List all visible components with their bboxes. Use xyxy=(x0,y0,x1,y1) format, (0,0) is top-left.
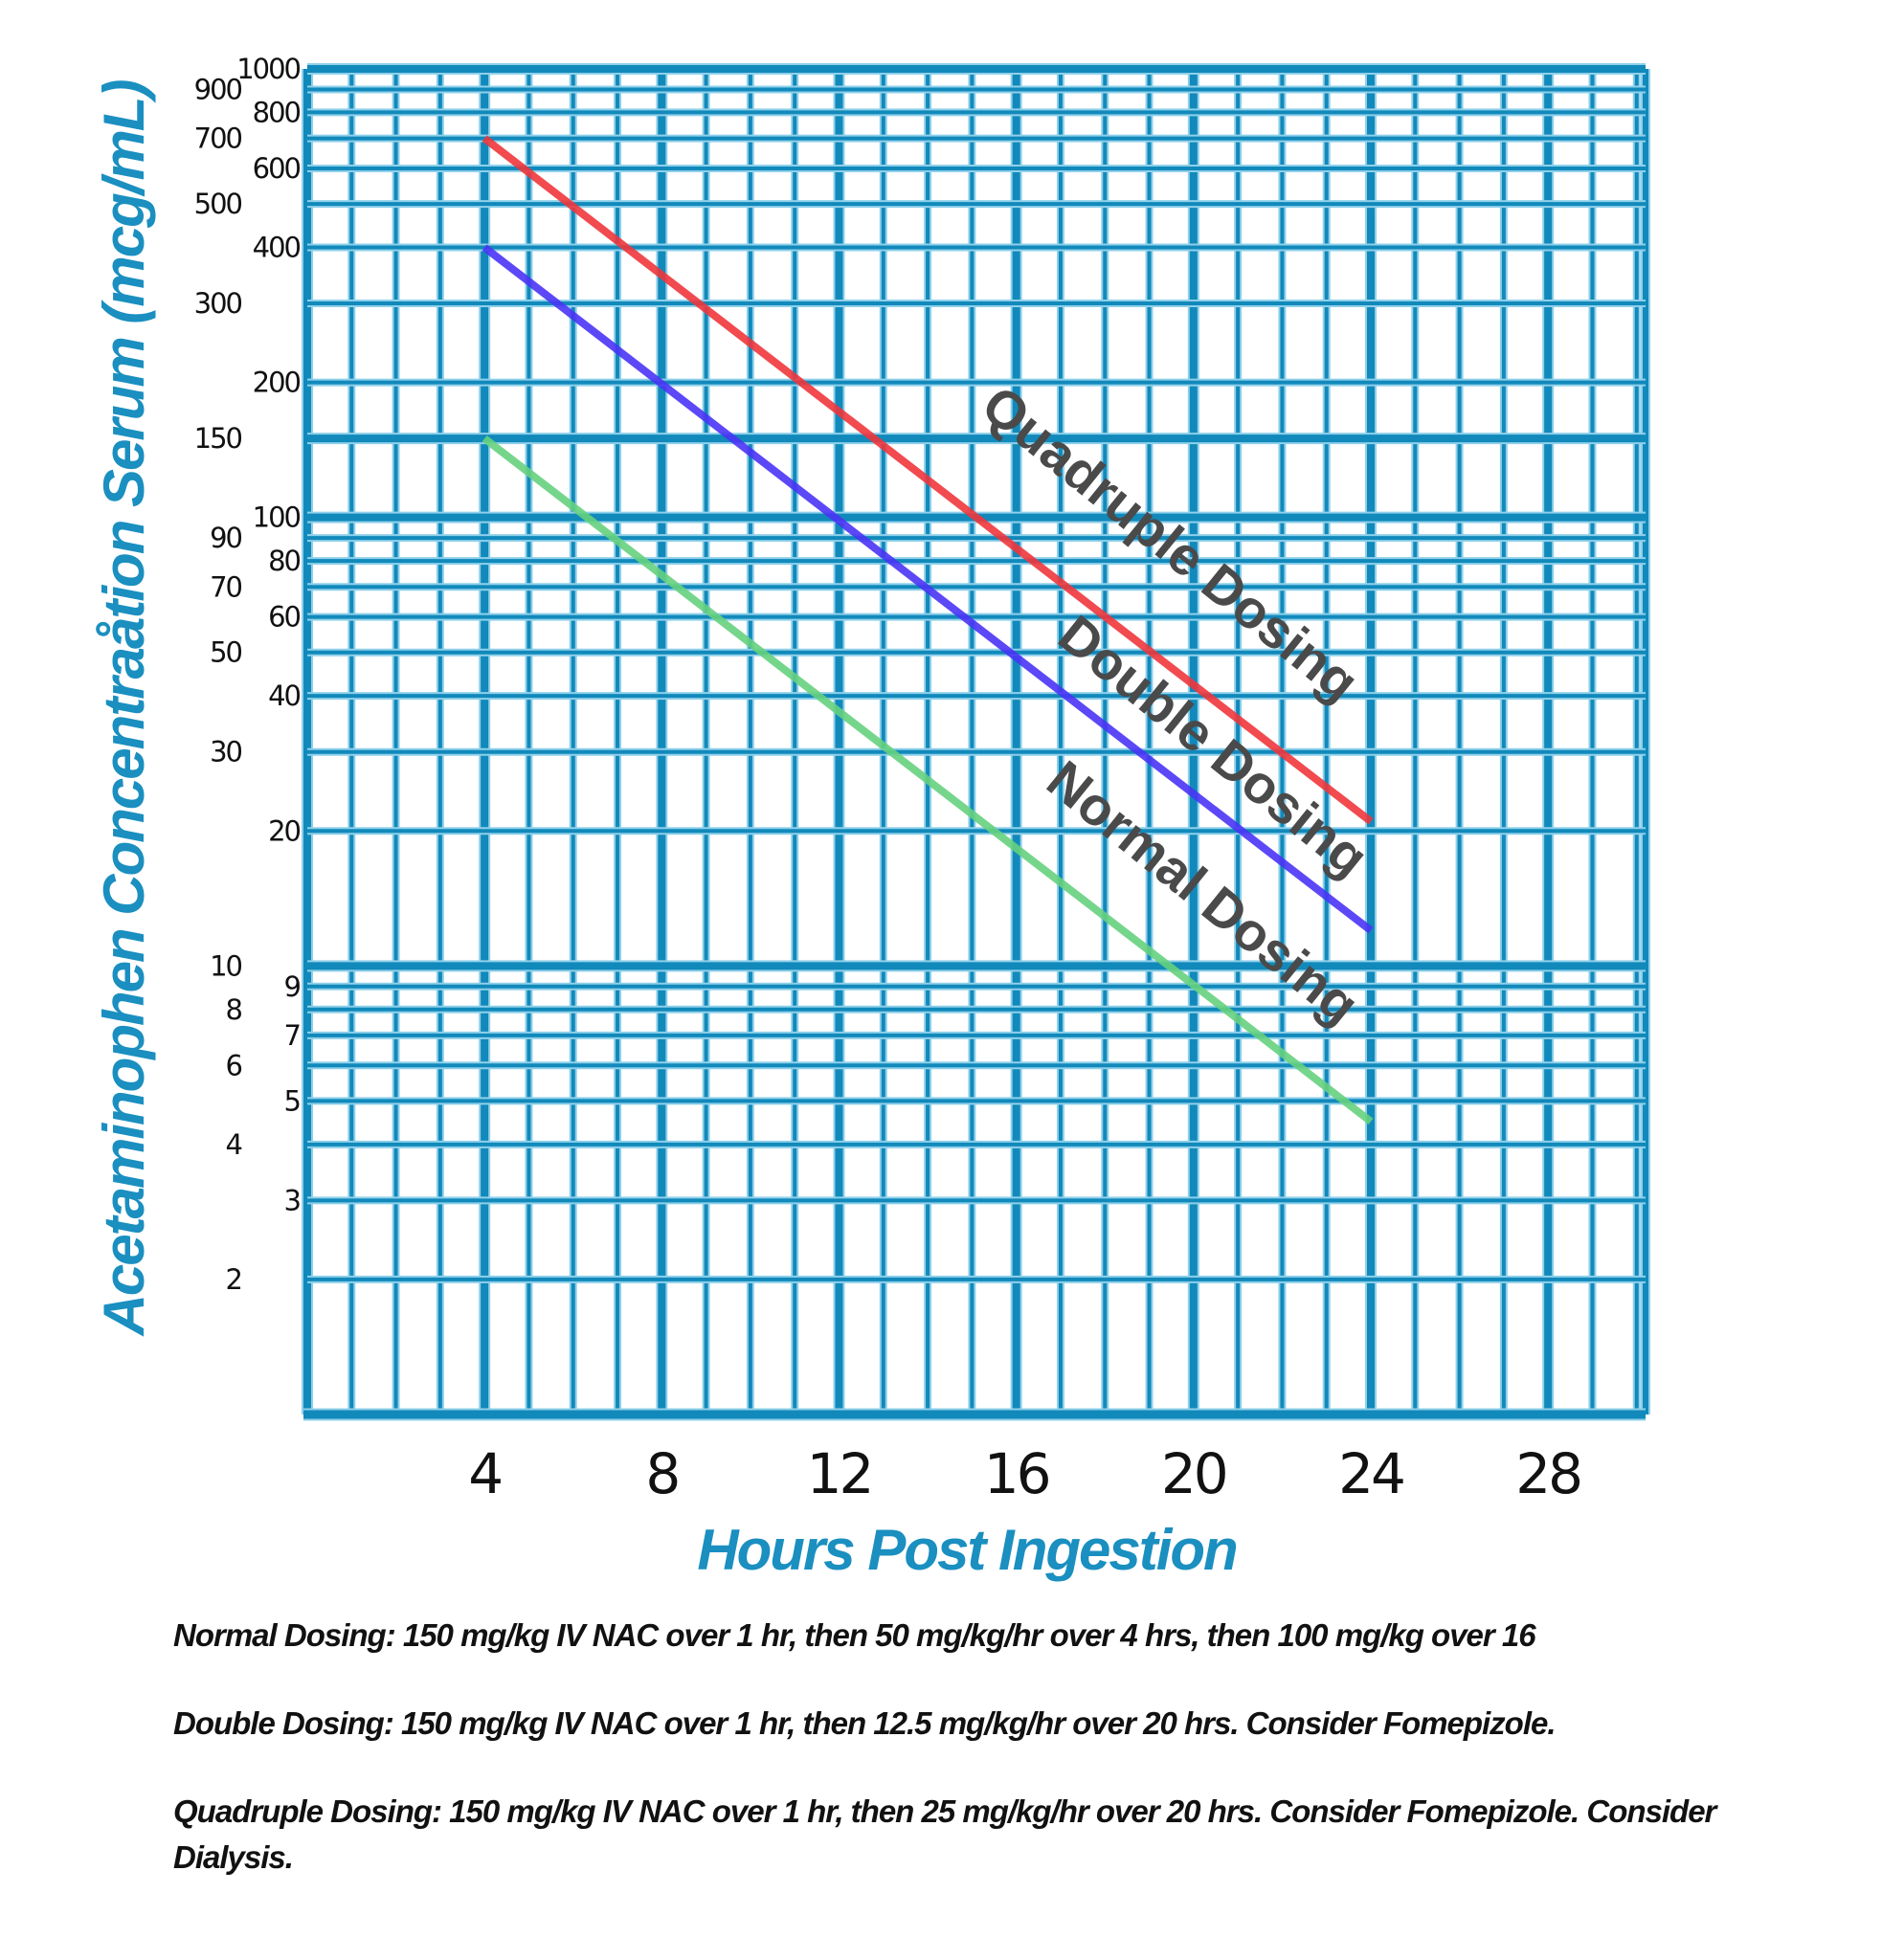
y-tick-label: 6 xyxy=(226,1049,242,1081)
x-tick-label: 20 xyxy=(1161,1441,1226,1506)
y-tick-label: 20 xyxy=(268,814,300,847)
grid xyxy=(302,63,1650,1421)
y-tick-label: 90 xyxy=(210,522,241,554)
y-tick-label: 500 xyxy=(194,188,242,220)
x-tick-label: 28 xyxy=(1515,1441,1580,1506)
y-tick-label: 700 xyxy=(194,122,242,155)
note-double-dosing: Double Dosing: 150 mg/kg IV NAC over 1 h… xyxy=(173,1705,1557,1741)
note-quadruple-dosing: Quadruple Dosing: 150 mg/kg IV NAC over … xyxy=(173,1793,1716,1875)
annotation-quadruple-dosing: Quadruple Dosing xyxy=(971,373,1370,712)
series-lines xyxy=(482,135,1374,1125)
x-tick-labels: 4 8 12 16 20 24 28 xyxy=(468,1441,1583,1506)
y-tick-label: 1000 xyxy=(236,53,300,85)
y-tick-label: 3 xyxy=(284,1184,301,1216)
y-tick-label: 800 xyxy=(253,96,301,128)
y-tick-label: 400 xyxy=(253,232,301,264)
y-tick-label: 50 xyxy=(210,636,241,669)
x-tick-label: 4 xyxy=(468,1441,501,1506)
y-tick-label: 30 xyxy=(210,736,241,768)
y-tick-label: 300 xyxy=(194,287,242,320)
x-tick-label: 8 xyxy=(645,1441,678,1506)
y-tick-label: 7 xyxy=(284,1019,300,1052)
y-tick-label: 900 xyxy=(194,73,242,105)
y-tick-label: 60 xyxy=(268,601,300,634)
x-tick-label: 12 xyxy=(807,1441,872,1506)
x-axis-title: Hours Post Ingestion xyxy=(697,1518,1237,1582)
y-tick-label: 9 xyxy=(284,970,301,1003)
normal-dosing-line xyxy=(482,434,1374,1125)
y-tick-label: 40 xyxy=(268,679,300,712)
y-tick-label: 2 xyxy=(226,1263,241,1296)
y-tick-label: 150 xyxy=(194,422,242,455)
note-normal-dosing: Normal Dosing: 150 mg/kg IV NAC over 1 h… xyxy=(173,1617,1536,1653)
y-axis-title: Acetaminophen Concentraåtion Serum (mcg/… xyxy=(92,80,156,1338)
double-dosing-line xyxy=(482,244,1374,934)
y-tick-label: 70 xyxy=(210,570,241,603)
dosing-notes: Normal Dosing: 150 mg/kg IV NAC over 1 h… xyxy=(173,1613,1820,1923)
y-tick-label: 80 xyxy=(268,545,300,577)
y-tick-label: 5 xyxy=(284,1084,300,1117)
x-tick-label: 16 xyxy=(984,1441,1049,1506)
y-tick-label: 200 xyxy=(253,367,301,399)
y-tick-label: 600 xyxy=(253,152,301,185)
quadruple-dosing-line xyxy=(482,135,1374,825)
y-tick-label: 4 xyxy=(226,1128,242,1161)
y-tick-label: 10 xyxy=(210,949,241,982)
y-tick-label: 8 xyxy=(226,993,242,1026)
x-tick-label: 24 xyxy=(1338,1441,1403,1506)
y-tick-label: 100 xyxy=(253,501,301,534)
